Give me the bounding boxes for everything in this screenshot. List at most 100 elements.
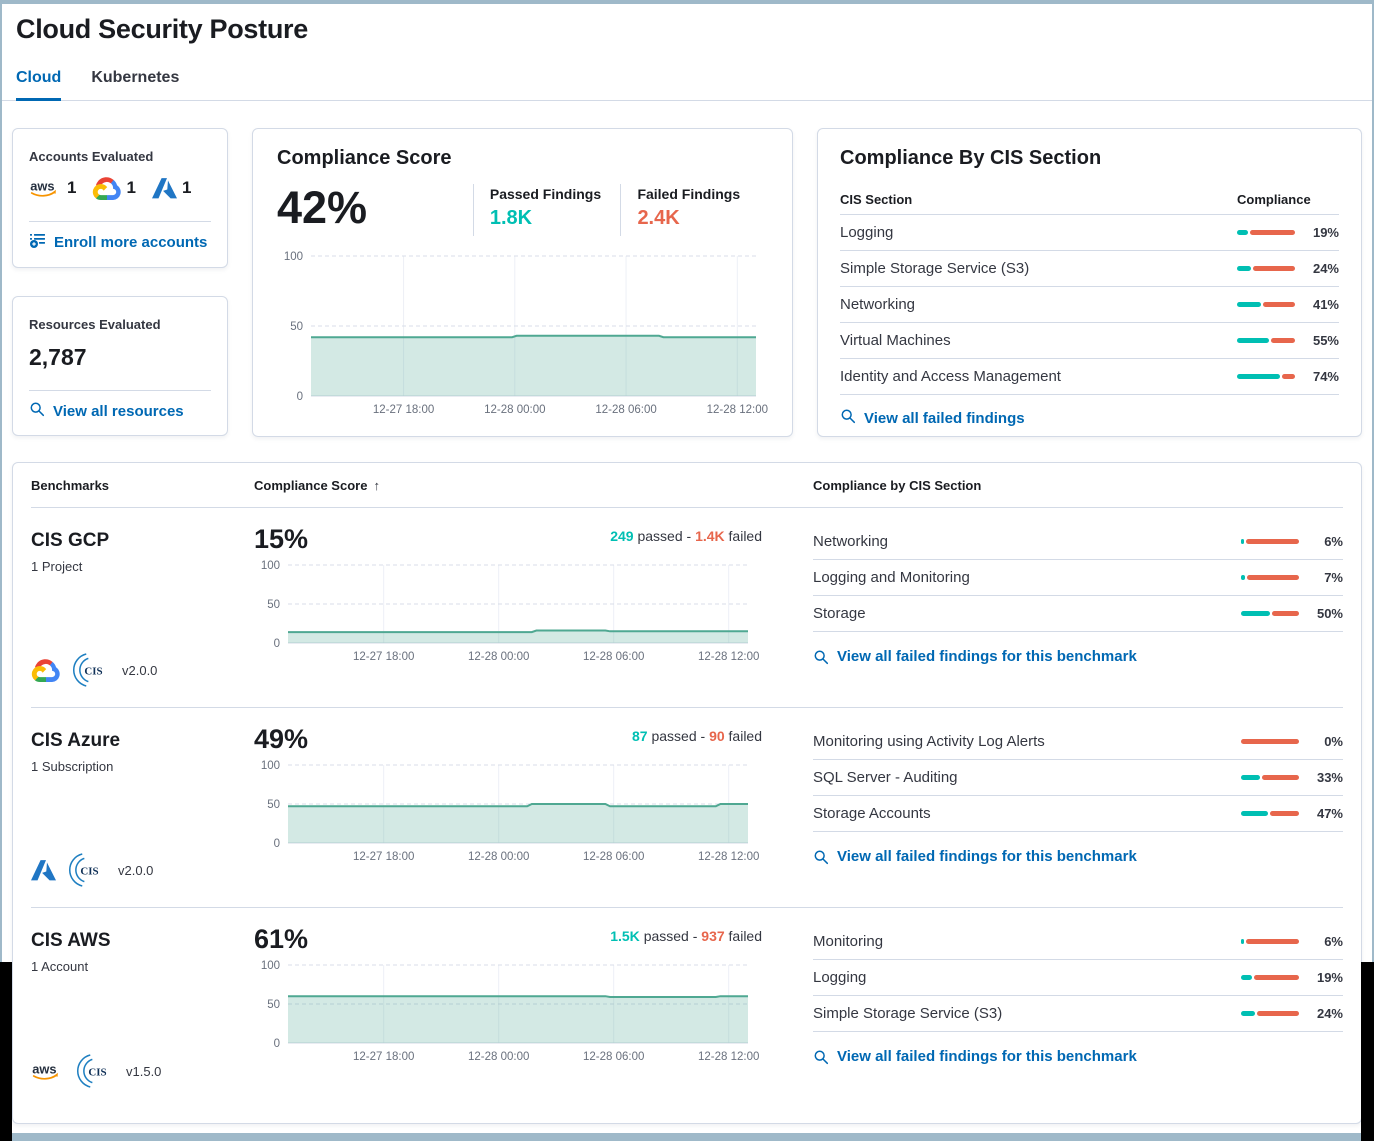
view-all-resources-link[interactable]: View all resources <box>29 401 211 421</box>
provider-account-count: 1 <box>126 178 136 197</box>
search-icon <box>813 1049 829 1065</box>
cis-section-compliance-value: 33% <box>1316 770 1343 785</box>
benchmark-version: v1.5.0 <box>126 1063 162 1079</box>
svg-text:12-28 06:00: 12-28 06:00 <box>583 1051 644 1063</box>
svg-text:100: 100 <box>261 560 280 572</box>
svg-text:100: 100 <box>261 760 280 772</box>
page-title: Cloud Security Posture <box>16 14 308 44</box>
cis-section-compliance-value: 24% <box>1312 261 1339 276</box>
cis-section-name: Identity and Access Management <box>840 368 1061 385</box>
benchmark-trend-chart: 0 50 100 12-27 18:00 12-28 00:00 12-28 06:00 1… <box>254 960 762 1065</box>
svg-text:0: 0 <box>274 1038 280 1050</box>
compliance-mini-bar <box>1241 811 1299 816</box>
passed-failed-summary: 87 passed - 90 failed <box>632 728 762 744</box>
compliance-score-title: Compliance Score <box>277 147 452 169</box>
view-failed-findings-benchmark-link[interactable]: View all failed findings for this benchm… <box>813 1048 1343 1065</box>
cis-section-name: Monitoring <box>813 933 884 950</box>
svg-text:12-28 00:00: 12-28 00:00 <box>468 851 529 863</box>
cis-section-row: Monitoring using Activity Log Alerts 0% <box>813 724 1343 760</box>
svg-text:0: 0 <box>274 838 280 850</box>
svg-text:12-28 00:00: 12-28 00:00 <box>468 1051 529 1063</box>
benchmark-compliance-score: 15% <box>254 524 309 554</box>
svg-text:12-28 12:00: 12-28 12:00 <box>698 851 759 863</box>
cis-section-row: SQL Server - Auditing 33% <box>813 760 1343 796</box>
compliance-score-column-header[interactable]: Compliance Score ↑ <box>254 477 380 493</box>
frame-border-bottom <box>12 1133 1361 1141</box>
accounts-evaluated-title: Accounts Evaluated <box>29 149 154 164</box>
svg-text:50: 50 <box>290 321 303 333</box>
view-failed-findings-benchmark-link[interactable]: View all failed findings for this benchm… <box>813 848 1343 865</box>
view-all-resources-label: View all resources <box>53 402 184 420</box>
failed-count: 90 <box>709 728 725 744</box>
aws-logo-icon: aws <box>29 178 62 198</box>
cis-logo-icon: CIS <box>68 851 106 889</box>
passed-count: 1.5K <box>610 928 640 944</box>
frame-border-left <box>0 0 2 962</box>
benchmarks-table-header: Benchmarks Compliance Score ↑ Compliance … <box>31 463 1343 508</box>
failed-findings-value: 2.4K <box>637 207 680 229</box>
compliance-mini-bar <box>1237 266 1295 271</box>
gcp-logo-icon <box>92 176 122 200</box>
svg-text:12-28 12:00: 12-28 12:00 <box>698 1051 759 1063</box>
benchmark-name: CIS GCP <box>31 530 110 551</box>
benchmarks-column-header: Benchmarks <box>31 477 110 493</box>
view-all-failed-findings-label: View all failed findings <box>864 409 1025 427</box>
tab-cloud[interactable]: Cloud <box>16 69 62 101</box>
svg-text:100: 100 <box>261 960 280 972</box>
svg-text:aws: aws <box>30 178 54 193</box>
cis-sections-column-header: Compliance by CIS Section <box>813 477 982 493</box>
benchmark-row: CIS Azure 1 Subscription CIS v2.0.0 49% 87 pa… <box>31 708 1343 908</box>
view-failed-findings-benchmark-label: View all failed findings for this benchm… <box>837 648 1137 665</box>
tab-kubernetes[interactable]: Kubernetes <box>91 69 180 86</box>
cis-section-compliance-value: 50% <box>1316 606 1343 621</box>
failed-findings-label: Failed Findings <box>637 186 741 202</box>
compliance-mini-bar <box>1241 575 1299 580</box>
search-icon <box>813 649 829 665</box>
frame-border-right <box>1372 0 1374 962</box>
card-divider <box>29 390 211 391</box>
compliance-mini-bar <box>1237 230 1295 235</box>
cis-section-name: Monitoring using Activity Log Alerts <box>813 733 1045 750</box>
cis-section-compliance-value: 41% <box>1312 297 1339 312</box>
cis-section-compliance-value: 47% <box>1316 806 1343 821</box>
svg-text:50: 50 <box>267 999 280 1011</box>
benchmark-name: CIS AWS <box>31 930 111 951</box>
cis-section-name: Networking <box>840 296 916 313</box>
benchmark-scope: 1 Project <box>31 559 83 574</box>
cis-section-compliance-value: 19% <box>1312 225 1339 240</box>
cis-section-column-header: CIS Section <box>840 191 913 207</box>
resources-count: 2,787 <box>29 344 87 370</box>
cis-section-name: Simple Storage Service (S3) <box>813 1005 1003 1022</box>
benchmark-scope: 1 Account <box>31 959 89 974</box>
benchmark-trend-chart: 0 50 100 12-27 18:00 12-28 00:00 12-28 06:00 1… <box>254 760 762 865</box>
cis-section-row: Logging 19% <box>813 960 1343 996</box>
cis-section-compliance-value: 7% <box>1324 570 1343 585</box>
view-failed-findings-benchmark-label: View all failed findings for this benchm… <box>837 1048 1137 1065</box>
cis-section-name: Logging <box>813 969 867 986</box>
cis-section-name: Networking <box>813 533 889 550</box>
cis-table-header: CIS Section Compliance <box>840 184 1339 215</box>
view-all-failed-findings-link[interactable]: View all failed findings <box>840 408 1339 428</box>
benchmark-trend-chart: 0 50 100 12-27 18:00 12-28 00:00 12-28 06:00 1… <box>254 560 762 665</box>
tab-bar: Cloud Kubernetes <box>0 69 1374 101</box>
cis-section-card-title: Compliance By CIS Section <box>840 147 1102 169</box>
provider-count-gcp: 1 <box>92 176 136 200</box>
passed-count: 87 <box>632 728 648 744</box>
compliance-mini-bar <box>1241 975 1299 980</box>
svg-text:12-28 12:00: 12-28 12:00 <box>698 651 759 663</box>
cis-section-name: Storage <box>813 605 866 622</box>
passed-count: 249 <box>610 528 634 544</box>
benchmark-scope: 1 Subscription <box>31 759 114 774</box>
compliance-mini-bar <box>1241 775 1299 780</box>
provider-counts: aws 1 1 1 <box>29 176 211 200</box>
svg-text:12-27 18:00: 12-27 18:00 <box>353 651 414 663</box>
enroll-more-accounts-link[interactable]: Enroll more accounts <box>29 232 211 253</box>
cis-section-compliance-value: 6% <box>1324 934 1343 949</box>
cis-section-compliance-value: 24% <box>1316 1006 1343 1021</box>
compliance-score-card: Compliance Score 42% Passed Findings 1.8… <box>252 128 793 437</box>
cis-section-name: Logging and Monitoring <box>813 569 970 586</box>
view-failed-findings-benchmark-link[interactable]: View all failed findings for this benchm… <box>813 648 1343 665</box>
benchmark-version: v2.0.0 <box>118 862 154 878</box>
cis-section-compliance-value: 6% <box>1324 534 1343 549</box>
compliance-mini-bar <box>1241 739 1299 744</box>
